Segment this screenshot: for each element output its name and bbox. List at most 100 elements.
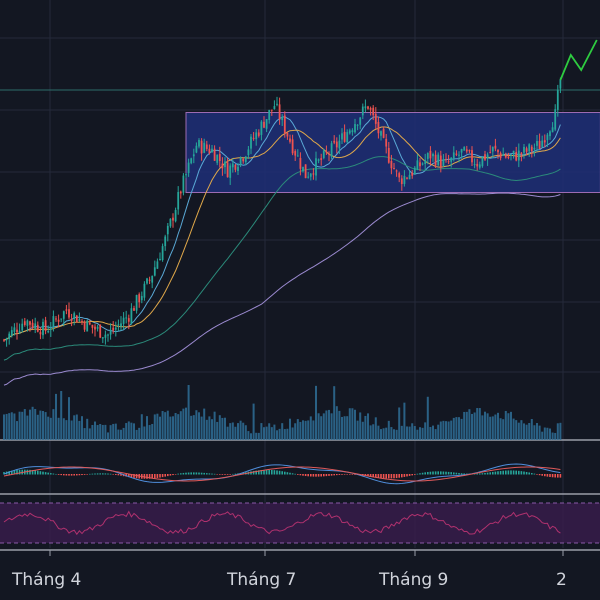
macd-hist-75 xyxy=(198,472,200,475)
volume-bar-94 xyxy=(247,431,250,440)
candle-body-204 xyxy=(533,147,536,150)
candle-body-56 xyxy=(148,279,151,281)
volume-bar-54 xyxy=(143,426,146,440)
volume-bar-198 xyxy=(517,422,520,440)
macd-hist-181 xyxy=(473,473,476,475)
volume-bar-117 xyxy=(307,420,310,440)
volume-bar-69 xyxy=(182,408,185,440)
volume-bar-174 xyxy=(455,417,458,440)
macd-hist-22 xyxy=(60,474,62,476)
macd-hist-182 xyxy=(476,473,478,475)
candle-body-129 xyxy=(338,140,341,149)
candle-body-103 xyxy=(270,109,273,111)
volume-bar-1 xyxy=(5,413,8,440)
volume-bar-46 xyxy=(122,427,125,440)
candle-body-207 xyxy=(541,140,544,147)
volume-bar-173 xyxy=(452,417,455,440)
volume-bar-196 xyxy=(512,418,515,440)
candle-body-208 xyxy=(543,140,546,143)
macd-hist-193 xyxy=(505,470,507,475)
candle-body-205 xyxy=(536,140,538,146)
candle-body-121 xyxy=(317,159,320,161)
macd-hist-208 xyxy=(544,474,546,477)
macd-hist-24 xyxy=(65,474,68,476)
rsi-pane xyxy=(0,502,600,544)
volume-bar-113 xyxy=(296,419,299,440)
macd-hist-146 xyxy=(382,474,385,479)
volume-bar-151 xyxy=(395,429,398,440)
macd-hist-169 xyxy=(442,471,445,475)
candle-body-54 xyxy=(143,283,146,298)
macd-hist-202 xyxy=(528,472,530,475)
volume-bar-59 xyxy=(156,413,159,440)
volume-bar-154 xyxy=(403,402,406,440)
ma-line-20 xyxy=(3,126,561,341)
candle-body-17 xyxy=(47,331,50,333)
candle-body-36 xyxy=(96,326,99,329)
ma-line-50 xyxy=(3,156,561,361)
candle-body-15 xyxy=(42,321,44,336)
volume-bar-26 xyxy=(70,420,73,440)
macd-hist-127 xyxy=(333,474,335,476)
volume-bar-87 xyxy=(229,423,232,440)
macd-hist-0 xyxy=(3,472,5,475)
macd-hist-114 xyxy=(299,474,302,476)
volume-bar-138 xyxy=(361,421,364,440)
candle-body-138 xyxy=(361,106,364,116)
volume-bar-4 xyxy=(13,413,16,440)
volume-bar-50 xyxy=(133,423,135,440)
macd-hist-54 xyxy=(143,474,146,479)
volume-bar-30 xyxy=(81,416,83,440)
candle-body-124 xyxy=(325,151,328,153)
volume-bar-84 xyxy=(221,417,224,440)
volume-bar-162 xyxy=(424,422,427,440)
macd-hist-61 xyxy=(161,474,164,478)
candle-body-209 xyxy=(546,134,549,141)
candle-body-167 xyxy=(437,154,440,166)
candle-body-176 xyxy=(460,148,463,153)
candle-body-134 xyxy=(351,130,354,133)
candle-body-131 xyxy=(343,131,346,142)
macd-hist-37 xyxy=(99,473,101,475)
candle-body-100 xyxy=(263,121,265,128)
candle-body-41 xyxy=(109,330,112,335)
macd-hist-121 xyxy=(317,474,320,477)
macd-hist-111 xyxy=(291,473,294,475)
macd-hist-31 xyxy=(83,474,86,475)
macd-hist-107 xyxy=(281,471,283,475)
candle-body-114 xyxy=(299,157,302,169)
macd-hist-85 xyxy=(224,474,226,475)
candle-body-180 xyxy=(471,150,473,163)
macd-hist-156 xyxy=(408,474,411,476)
macd-hist-13 xyxy=(37,470,39,475)
x-tick-label-2: 2 xyxy=(556,570,567,590)
candle-body-127 xyxy=(333,140,336,143)
macd-hist-167 xyxy=(437,471,439,475)
volume-bar-169 xyxy=(442,420,445,440)
macd-hist-2 xyxy=(8,471,10,475)
candle-body-211 xyxy=(551,127,554,133)
candle-body-165 xyxy=(432,154,434,157)
macd-hist-214 xyxy=(559,474,562,478)
volume-bar-131 xyxy=(343,416,346,440)
macd-hist-97 xyxy=(255,470,257,475)
candle-body-33 xyxy=(88,322,91,325)
macd-hist-42 xyxy=(112,474,114,475)
macd-hist-212 xyxy=(554,474,556,478)
candle-body-126 xyxy=(330,143,333,157)
candle-body-102 xyxy=(268,109,271,120)
candle-body-191 xyxy=(499,152,502,158)
volume-bar-161 xyxy=(421,427,424,440)
macd-hist-4 xyxy=(13,470,16,475)
candle-body-71 xyxy=(187,162,190,173)
candle-body-34 xyxy=(91,324,94,328)
macd-hist-73 xyxy=(193,472,195,475)
macd-hist-173 xyxy=(453,472,455,475)
macd-hist-186 xyxy=(486,472,489,475)
volume-bar-39 xyxy=(104,424,107,440)
candle-body-201 xyxy=(525,148,528,152)
volume-bar-106 xyxy=(278,428,281,440)
candle-body-166 xyxy=(434,154,437,166)
candle-body-26 xyxy=(70,319,73,321)
candle-body-117 xyxy=(307,176,310,178)
